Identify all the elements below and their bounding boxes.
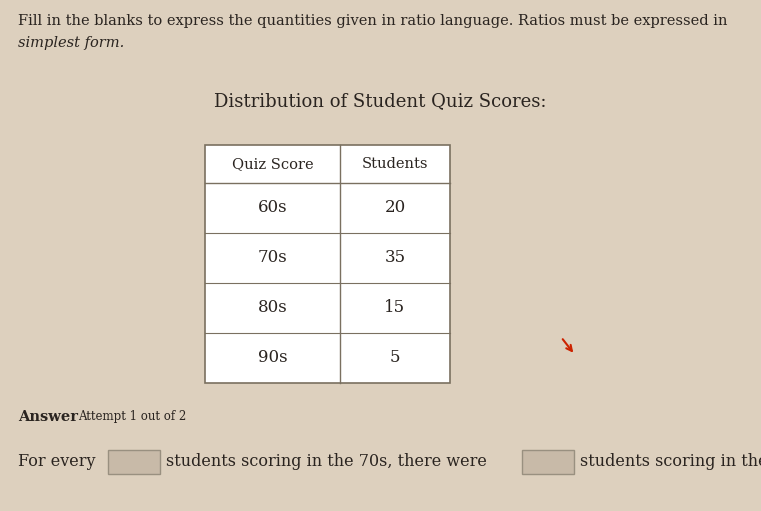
Text: 70s: 70s [258,249,288,267]
Text: students scoring in the 90s.: students scoring in the 90s. [580,453,761,471]
Text: simplest form.: simplest form. [18,36,124,50]
Text: students scoring in the 70s, there were: students scoring in the 70s, there were [166,453,487,471]
Text: 15: 15 [384,299,406,316]
Bar [522,450,574,474]
Bar [205,145,450,383]
Text: 20: 20 [384,199,406,217]
Text: Students: Students [361,157,428,171]
Text: 5: 5 [390,350,400,366]
Text: 90s: 90s [258,350,288,366]
Text: Distribution of Student Quiz Scores:: Distribution of Student Quiz Scores: [215,92,546,110]
Text: Fill in the blanks to express the quantities given in ratio language. Ratios mus: Fill in the blanks to express the quanti… [18,14,728,28]
Text: Answer: Answer [18,410,78,424]
Bar [108,450,160,474]
Text: 60s: 60s [258,199,288,217]
Text: Attempt 1 out of 2: Attempt 1 out of 2 [78,410,186,423]
Text: 35: 35 [384,249,406,267]
Text: For every: For every [18,453,95,471]
Text: 80s: 80s [258,299,288,316]
Text: Quiz Score: Quiz Score [231,157,314,171]
